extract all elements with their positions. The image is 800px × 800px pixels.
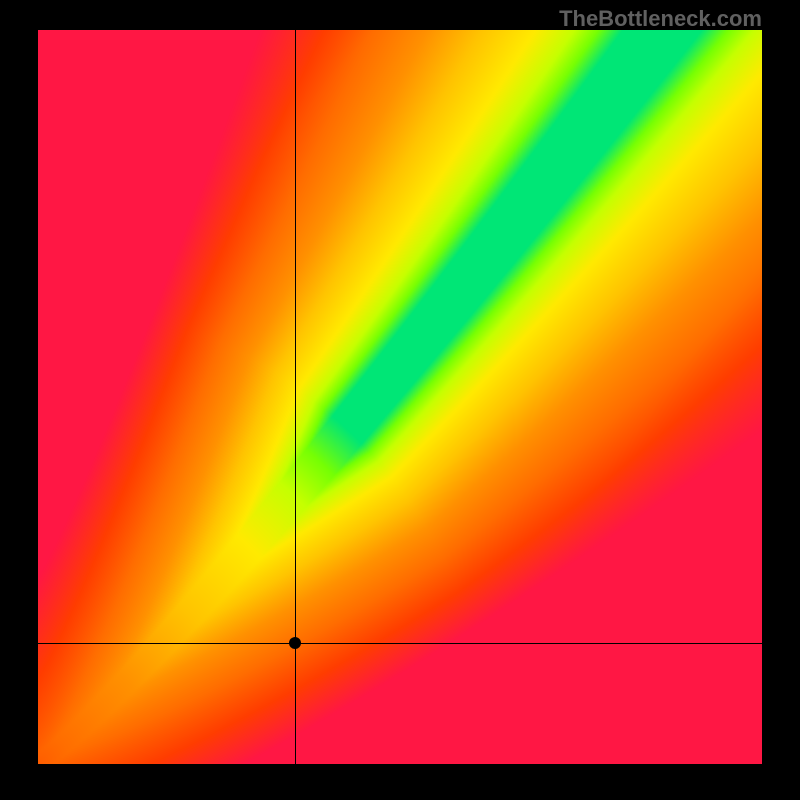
heatmap-plot: [38, 30, 762, 764]
crosshair-horizontal: [38, 643, 762, 644]
heatmap-canvas: [38, 30, 762, 764]
selection-marker: [289, 637, 301, 649]
watermark-text: TheBottleneck.com: [559, 6, 762, 32]
crosshair-vertical: [295, 30, 296, 764]
